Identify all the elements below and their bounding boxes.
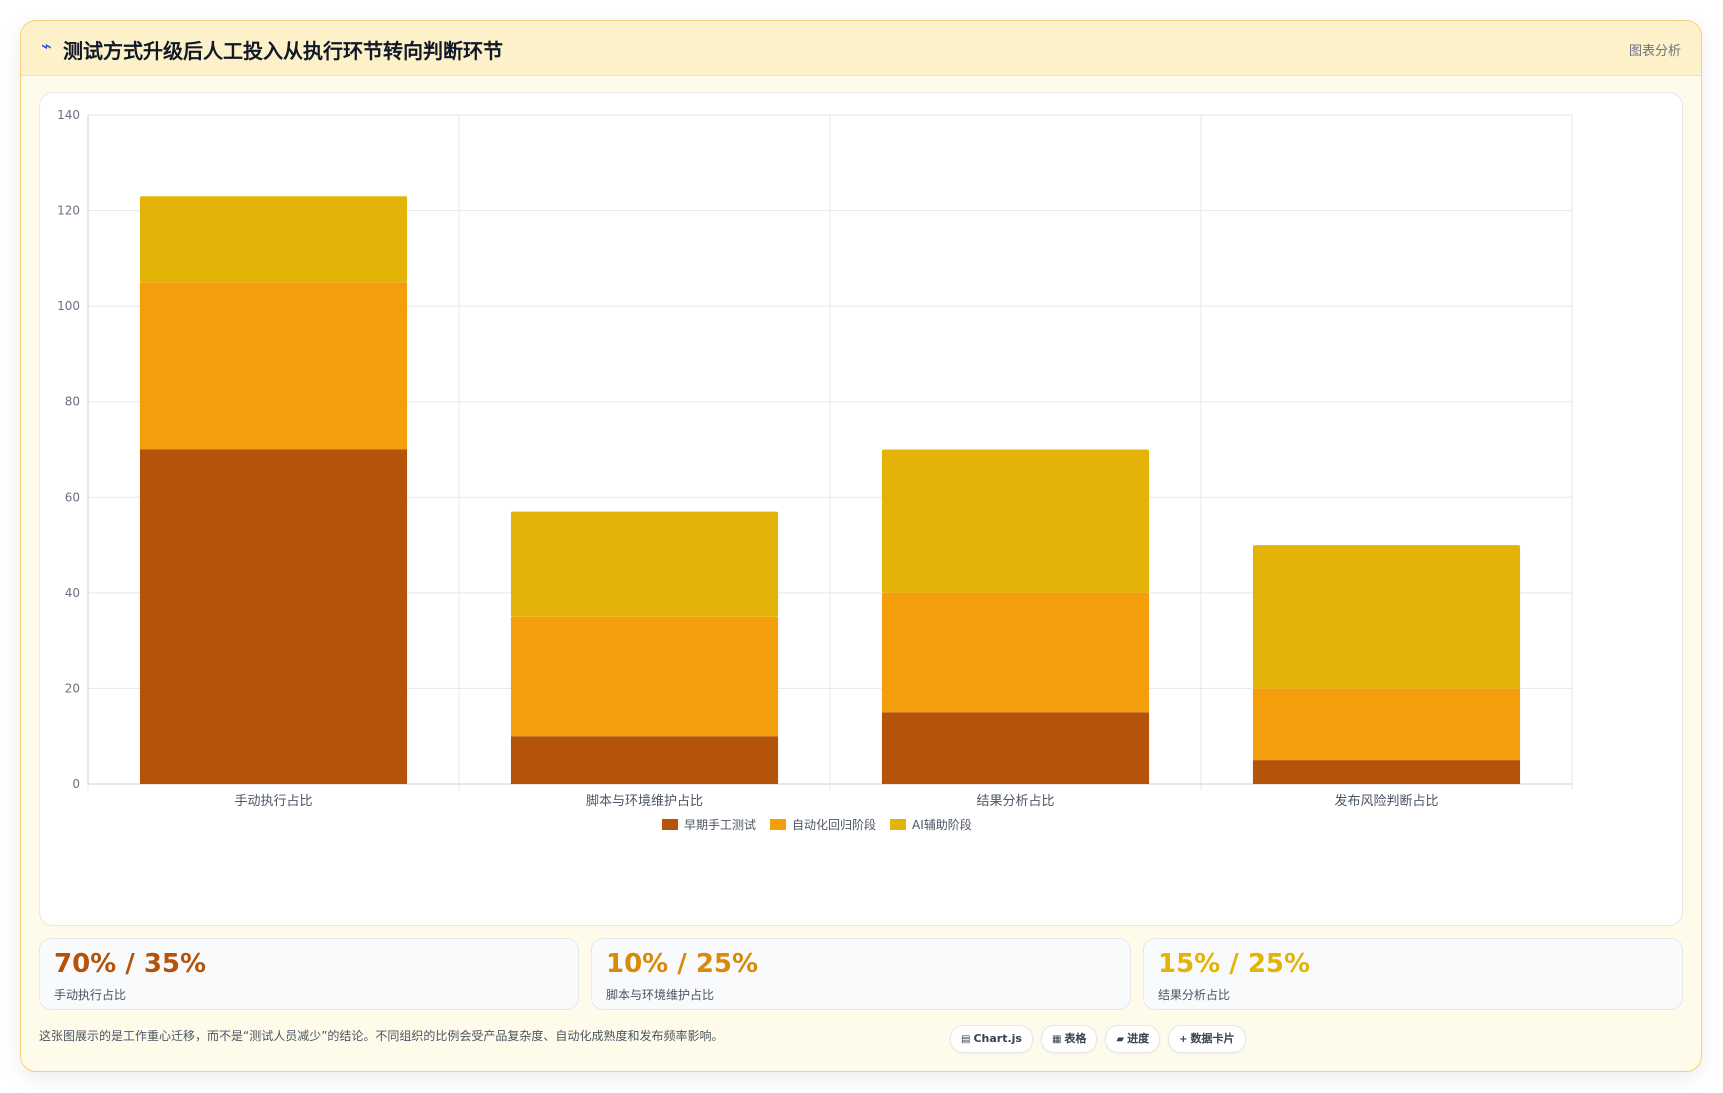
pulse-icon: ⌁ xyxy=(41,36,52,57)
bar-segment xyxy=(139,196,408,283)
pill-label: 进度 xyxy=(1127,1032,1150,1045)
stat-card: 10% / 25% 脚本与环境维护占比 xyxy=(591,938,1131,1010)
pill-label: 数据卡片 xyxy=(1190,1032,1235,1045)
y-tick-label: 140 xyxy=(57,108,80,122)
bar-segment xyxy=(510,511,779,617)
legend-swatch xyxy=(662,819,678,830)
y-tick-label: 120 xyxy=(57,204,80,218)
stat-label: 脚本与环境维护占比 xyxy=(606,988,715,1002)
stat-value: 70% / 35% xyxy=(54,949,207,979)
bar-segment xyxy=(1252,760,1521,784)
table-button[interactable]: ▦ 表格 xyxy=(1040,1025,1098,1053)
stacked-bar-chart: 0 20 40 60 80 100 120 140 手动执行占比 脚本与环境维护占比 结果分析占比 发… xyxy=(57,108,1573,832)
plus-icon: + xyxy=(1179,1034,1188,1045)
panel-header: ⌁ 测试方式升级后人工投入从执行环节转向判断环节 图表分析 xyxy=(21,21,1701,76)
stat-card: 15% / 25% 结果分析占比 xyxy=(1143,938,1683,1010)
x-tick-label: 脚本与环境维护占比 xyxy=(586,793,703,809)
data-card-button[interactable]: + 数据卡片 xyxy=(1168,1025,1246,1053)
bar-segment xyxy=(139,282,408,450)
stat-value: 10% / 25% xyxy=(606,949,759,979)
y-tick-label: 20 xyxy=(65,681,80,695)
footnote: 这张图展示的是工作重心迁移，而不是“测试人员减少”的结论。不同组织的比例会受产品… xyxy=(39,1029,724,1043)
page-title: 测试方式升级后人工投入从执行环节转向判断环节 xyxy=(63,39,503,63)
x-tick-label: 手动执行占比 xyxy=(234,794,312,809)
y-tick-label: 60 xyxy=(65,490,80,504)
bar-segment xyxy=(510,736,779,784)
bar-segment xyxy=(881,592,1150,713)
pill-label: Chart.js xyxy=(973,1032,1022,1045)
bar-segment xyxy=(881,712,1150,784)
bar-segment xyxy=(1252,545,1521,689)
chart-icon: ▤ xyxy=(961,1034,971,1045)
stat-card: 70% / 35% 手动执行占比 xyxy=(39,938,579,1010)
bar-segment xyxy=(1252,688,1521,761)
header-tag: 图表分析 xyxy=(1628,44,1681,59)
progress-icon: ▰ xyxy=(1116,1034,1125,1045)
y-tick-label: 80 xyxy=(65,395,80,409)
x-tick-label: 结果分析占比 xyxy=(976,794,1054,809)
stat-label: 结果分析占比 xyxy=(1158,988,1231,1002)
chart-card: 0 20 40 60 80 100 120 140 手动执行占比 脚本与环境维护占比 结果分析占比 发… xyxy=(39,92,1683,926)
stat-value: 15% / 25% xyxy=(1158,949,1311,979)
legend-swatch xyxy=(770,819,786,830)
stat-label: 手动执行占比 xyxy=(54,988,127,1002)
bar-segment xyxy=(510,616,779,737)
bar-segment xyxy=(139,449,408,784)
y-tick-label: 40 xyxy=(65,586,80,600)
legend-label: 早期手工测试 xyxy=(684,817,756,832)
legend-label: AI辅助阶段 xyxy=(912,817,972,832)
pill-label: 表格 xyxy=(1064,1032,1087,1045)
stats-row: 70% / 35% 手动执行占比 10% / 25% 脚本与环境维护占比 15%… xyxy=(39,938,1683,1010)
y-tick-label: 0 xyxy=(72,777,80,791)
view-switcher: ▤ Chart.js ▦ 表格 ▰ 进度 + 数据卡片 xyxy=(950,1025,1254,1053)
bar-segment xyxy=(881,449,1150,593)
progress-button[interactable]: ▰ 进度 xyxy=(1105,1025,1161,1053)
legend-swatch xyxy=(890,819,906,830)
chartjs-button[interactable]: ▤ Chart.js xyxy=(950,1025,1033,1053)
legend-label: 自动化回归阶段 xyxy=(792,817,876,832)
x-tick-label: 发布风险判断占比 xyxy=(1334,793,1438,809)
table-icon: ▦ xyxy=(1051,1034,1062,1045)
y-tick-label: 100 xyxy=(57,299,80,313)
